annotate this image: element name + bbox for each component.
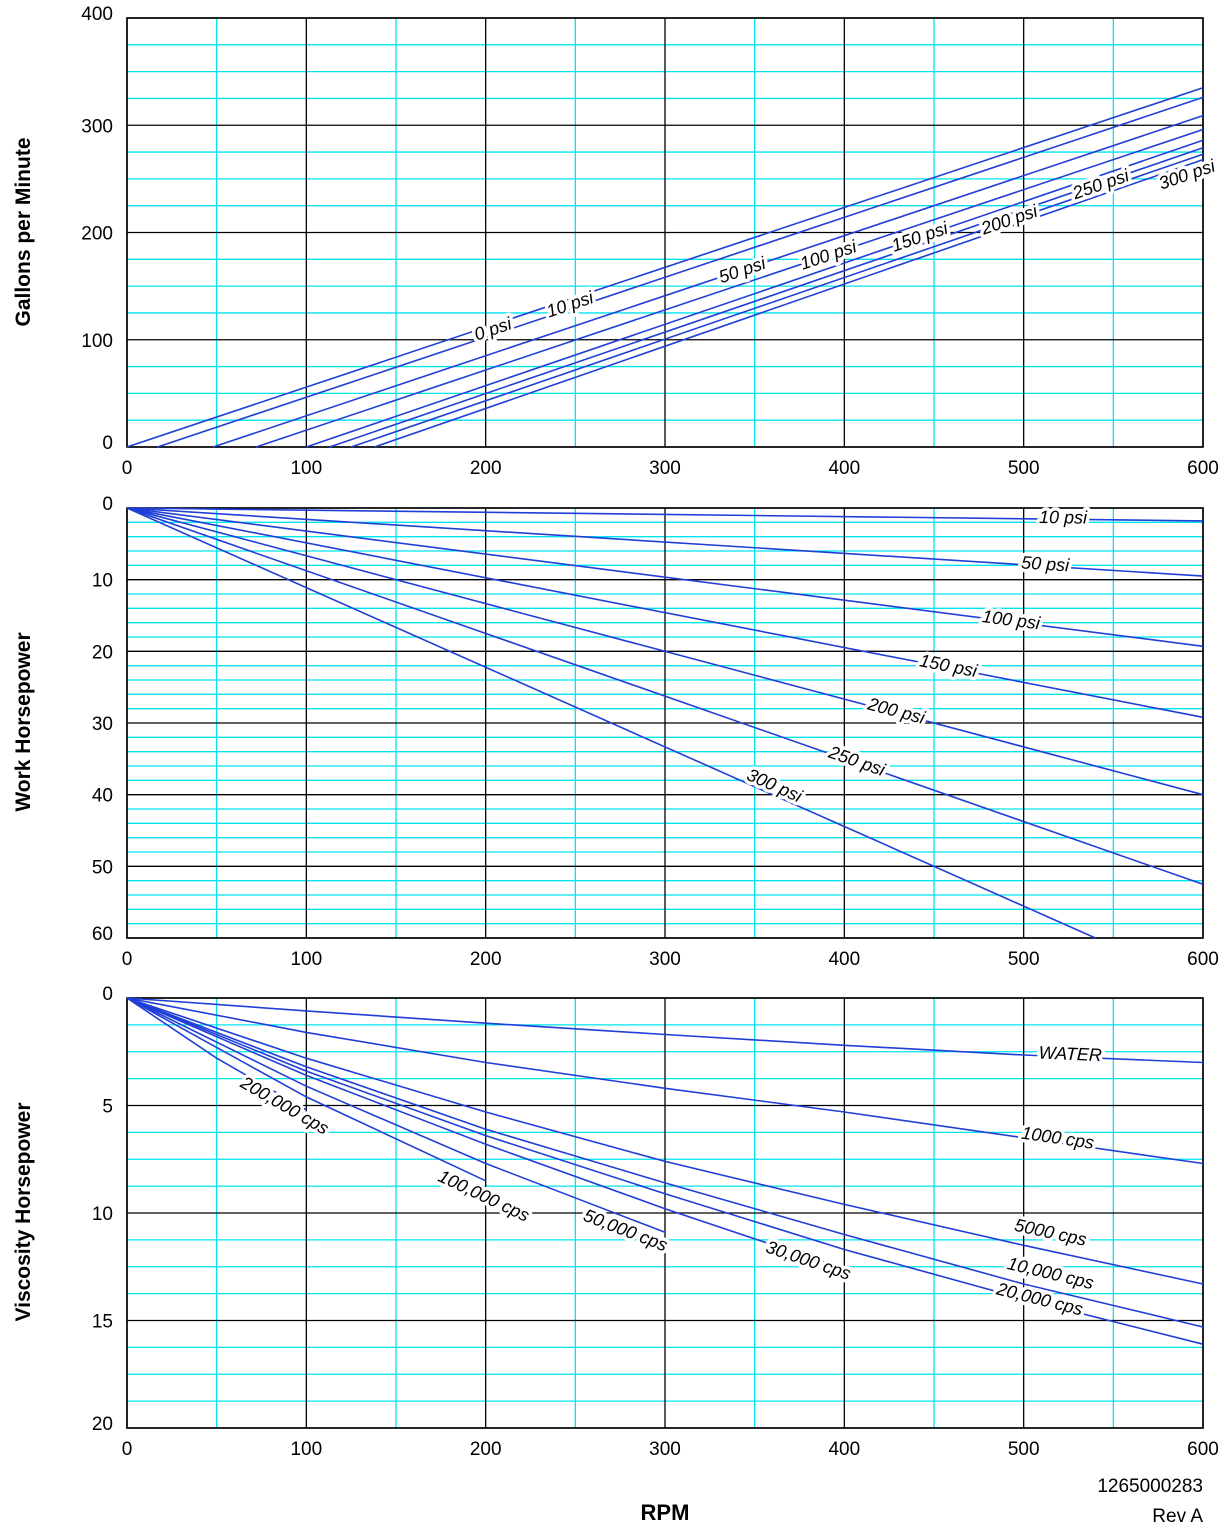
revision-label: Rev A: [1152, 1506, 1203, 1527]
y-tick-label: 100: [81, 331, 113, 352]
x-tick-label: 600: [1187, 1439, 1219, 1460]
drawing-number: 1265000283: [1097, 1476, 1203, 1497]
y-tick-label: 0: [102, 494, 113, 515]
y-tick-label: 20: [92, 1414, 113, 1435]
curve-label: 1000 cps: [1020, 1123, 1095, 1153]
y-tick-label: 40: [92, 786, 113, 807]
curve-label: 10 psi: [1039, 507, 1088, 528]
series-line: [126, 997, 666, 1234]
series-line: [126, 997, 1204, 1165]
x-tick-label: 400: [828, 458, 860, 479]
curve-label: 150 psi: [918, 650, 980, 681]
series-line: [126, 997, 1204, 1328]
series-line: [126, 507, 1204, 796]
x-tick-label: 0: [122, 1439, 133, 1460]
x-axis-label: RPM: [641, 1500, 690, 1525]
y-axis-label: Work Horsepower: [12, 632, 35, 811]
curve-label: 300 psi: [744, 764, 806, 806]
series-line: [212, 114, 1204, 448]
series-line: [126, 507, 1204, 522]
y-axis-label: Gallons per Minute: [12, 137, 35, 326]
series-line: [374, 158, 1204, 448]
curve-label: 100,000 cps: [435, 1166, 532, 1226]
x-tick-label: 200: [470, 1439, 502, 1460]
series-line: [126, 507, 1204, 577]
series-line: [126, 507, 1096, 939]
series-line: [126, 997, 307, 1111]
series-line: [126, 507, 1204, 719]
x-tick-label: 600: [1187, 458, 1219, 479]
series-line: [126, 997, 1204, 1064]
curve-label: 100 psi: [981, 606, 1042, 633]
x-tick-label: 500: [1008, 1439, 1040, 1460]
series-line: [157, 96, 1204, 448]
series-line: [126, 507, 1204, 648]
y-tick-label: 0: [102, 984, 113, 1005]
curve-label: 250 psi: [825, 742, 888, 781]
x-tick-label: 300: [649, 949, 681, 970]
series-line: [306, 139, 1204, 448]
plot-frame: [126, 997, 1204, 1429]
y-tick-label: 15: [92, 1312, 113, 1333]
series-line: [255, 128, 1204, 448]
x-tick-label: 300: [649, 458, 681, 479]
y-tick-label: 60: [92, 924, 113, 945]
series-line: [126, 86, 1204, 448]
curve-label: WATER: [1038, 1043, 1102, 1066]
plot-frame: [126, 17, 1204, 448]
x-tick-label: 500: [1008, 949, 1040, 970]
x-tick-label: 400: [828, 1439, 860, 1460]
curve-label: 30,000 cps: [764, 1237, 854, 1284]
x-tick-label: 100: [290, 1439, 322, 1460]
x-tick-label: 0: [122, 949, 133, 970]
y-tick-label: 30: [92, 714, 113, 735]
series-line: [126, 997, 487, 1182]
series-line: [126, 507, 1204, 886]
y-tick-label: 0: [102, 433, 113, 454]
x-tick-label: 500: [1008, 458, 1040, 479]
x-tick-label: 300: [649, 1439, 681, 1460]
series-line: [126, 997, 1204, 1285]
curve-label: 10 psi: [544, 287, 597, 322]
x-tick-label: 600: [1187, 949, 1219, 970]
y-tick-label: 5: [102, 1097, 113, 1118]
x-tick-label: 100: [290, 949, 322, 970]
x-tick-label: 200: [470, 458, 502, 479]
x-tick-label: 400: [828, 949, 860, 970]
curve-label: 50 psi: [1021, 552, 1071, 575]
x-tick-label: 0: [122, 458, 133, 479]
x-tick-label: 200: [470, 949, 502, 970]
y-tick-label: 200: [81, 224, 113, 245]
y-axis-label: Viscosity Horsepower: [12, 1102, 35, 1321]
x-tick-label: 100: [290, 458, 322, 479]
series-line: [350, 153, 1204, 448]
y-tick-label: 10: [92, 571, 113, 592]
y-tick-label: 300: [81, 116, 113, 137]
plot-frame: [126, 507, 1204, 939]
y-tick-label: 10: [92, 1204, 113, 1225]
series-line: [126, 997, 845, 1270]
series-line: [126, 997, 1204, 1345]
y-tick-label: 400: [81, 4, 113, 25]
series-line: [329, 147, 1204, 448]
y-tick-label: 20: [92, 642, 113, 663]
y-tick-label: 50: [92, 857, 113, 878]
